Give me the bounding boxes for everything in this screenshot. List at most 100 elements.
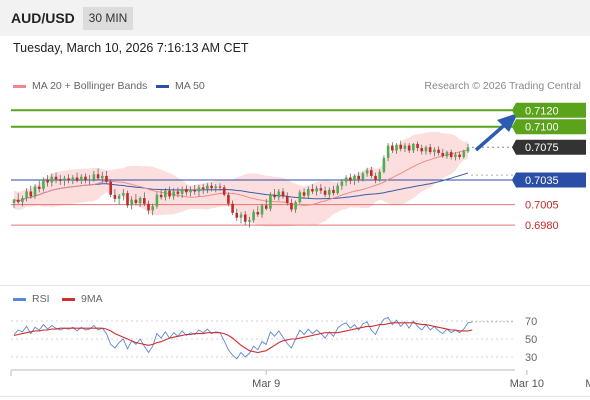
candle-body-35 xyxy=(159,194,163,198)
candle-body-66 xyxy=(290,202,293,210)
candle-body-43 xyxy=(193,189,197,192)
candle-body-49 xyxy=(218,186,222,188)
candle-body-80 xyxy=(348,177,352,181)
price-tag-label-4: 0.7005 xyxy=(525,200,559,212)
candle-body-27 xyxy=(126,193,129,206)
candle-body-86 xyxy=(374,175,377,180)
candle-body-75 xyxy=(327,189,331,195)
candle-body-36 xyxy=(164,190,167,198)
price-tag-label-0: 0.7120 xyxy=(525,105,559,117)
ma50-label: MA 50 xyxy=(175,80,205,92)
price-tag-label-1: 0.7100 xyxy=(525,122,559,134)
candle-body-81 xyxy=(353,175,356,181)
candle-body-21 xyxy=(100,175,104,179)
candle-body-9 xyxy=(50,176,54,183)
interval-selector[interactable]: 30 MIN xyxy=(83,7,133,30)
candle-body-39 xyxy=(176,191,180,194)
rsi-tick-label-0: 30 xyxy=(525,352,537,364)
candle-body-57 xyxy=(252,211,255,221)
candle-body-51 xyxy=(227,194,230,204)
candle-body-88 xyxy=(382,157,386,172)
candle-body-44 xyxy=(197,187,201,192)
candle-body-6 xyxy=(37,186,41,190)
candle-body-22 xyxy=(105,175,108,182)
rsi-ma-line xyxy=(13,322,473,354)
candle-body-47 xyxy=(210,185,213,189)
candle-body-78 xyxy=(340,181,344,186)
candle-body-2 xyxy=(21,198,24,203)
candle-body-97 xyxy=(420,148,424,152)
candle-body-48 xyxy=(214,186,218,189)
timestamp: Tuesday, March 10, 2026 7:16:13 AM CET xyxy=(13,41,249,55)
candle-body-100 xyxy=(433,149,436,153)
candle-body-40 xyxy=(180,189,184,194)
candle-body-67 xyxy=(294,202,297,210)
candle-body-72 xyxy=(315,188,318,192)
candle-body-37 xyxy=(168,190,171,197)
candle-body-28 xyxy=(130,199,134,206)
price-tag-label-2: 0.7075 xyxy=(525,142,559,154)
candle-body-65 xyxy=(285,196,289,203)
rsi-swatch xyxy=(13,297,26,301)
candle-body-104 xyxy=(449,152,453,158)
candle-body-59 xyxy=(260,205,264,215)
ma50-swatch xyxy=(156,84,169,88)
candle-body-29 xyxy=(134,199,138,203)
candle-body-69 xyxy=(302,192,306,196)
candle-body-3 xyxy=(25,191,28,199)
candle-body-91 xyxy=(395,144,398,151)
candle-body-50 xyxy=(222,187,226,195)
candle-body-61 xyxy=(269,194,272,209)
rsi-ma-label: 9MA xyxy=(81,293,103,305)
candle-body-53 xyxy=(235,212,239,218)
bottom-divider xyxy=(0,396,590,397)
candle-body-23 xyxy=(109,181,112,195)
price-tag-bg-0 xyxy=(512,102,586,118)
candle-body-71 xyxy=(311,189,314,192)
candle-body-58 xyxy=(256,211,260,215)
candle-body-8 xyxy=(46,180,49,183)
legend-rsi: RSI xyxy=(13,293,50,305)
candle-body-52 xyxy=(231,203,234,213)
candle-body-20 xyxy=(96,174,100,179)
price-tag-bg-2 xyxy=(512,139,586,155)
candle-body-87 xyxy=(378,171,382,180)
candle-body-102 xyxy=(441,152,445,157)
price-tag-label-5: 0.6980 xyxy=(525,220,559,232)
candle-body-14 xyxy=(71,177,75,180)
candle-body-108 xyxy=(466,147,470,152)
candle-body-54 xyxy=(239,214,243,218)
candle-body-30 xyxy=(138,198,142,203)
candle-body-42 xyxy=(189,189,192,193)
candle-body-34 xyxy=(155,194,159,207)
candle-body-16 xyxy=(79,176,83,181)
candle-body-24 xyxy=(113,194,117,199)
candle-body-12 xyxy=(63,178,66,181)
candle-body-5 xyxy=(33,186,37,197)
x-tick-label-0: Mar 9 xyxy=(252,378,280,390)
candle-body-85 xyxy=(370,170,373,176)
forecast-arrow-shaft xyxy=(474,120,510,152)
candle-body-84 xyxy=(365,170,369,174)
legend-rsi-ma: 9MA xyxy=(62,293,103,305)
ma20-line xyxy=(13,149,469,206)
candle-body-60 xyxy=(264,205,268,209)
chart-header: AUD/USD 30 MIN xyxy=(0,0,590,36)
candle-body-99 xyxy=(428,147,432,153)
legend-ma50: MA 50 xyxy=(156,80,205,92)
price-tag-bg-1 xyxy=(512,119,586,135)
candle-body-93 xyxy=(403,145,407,149)
ma20-swatch xyxy=(13,84,26,88)
candle-body-73 xyxy=(319,188,323,191)
candle-body-79 xyxy=(344,177,348,182)
candle-body-107 xyxy=(462,151,466,158)
candle-body-70 xyxy=(306,189,310,196)
candle-body-31 xyxy=(143,198,146,204)
candle-body-62 xyxy=(273,194,276,198)
x-tick-label-2: Mar 12 xyxy=(585,378,590,390)
candle-body-98 xyxy=(424,147,428,152)
candle-body-13 xyxy=(67,178,70,180)
price-tag-bg-3 xyxy=(512,172,586,188)
